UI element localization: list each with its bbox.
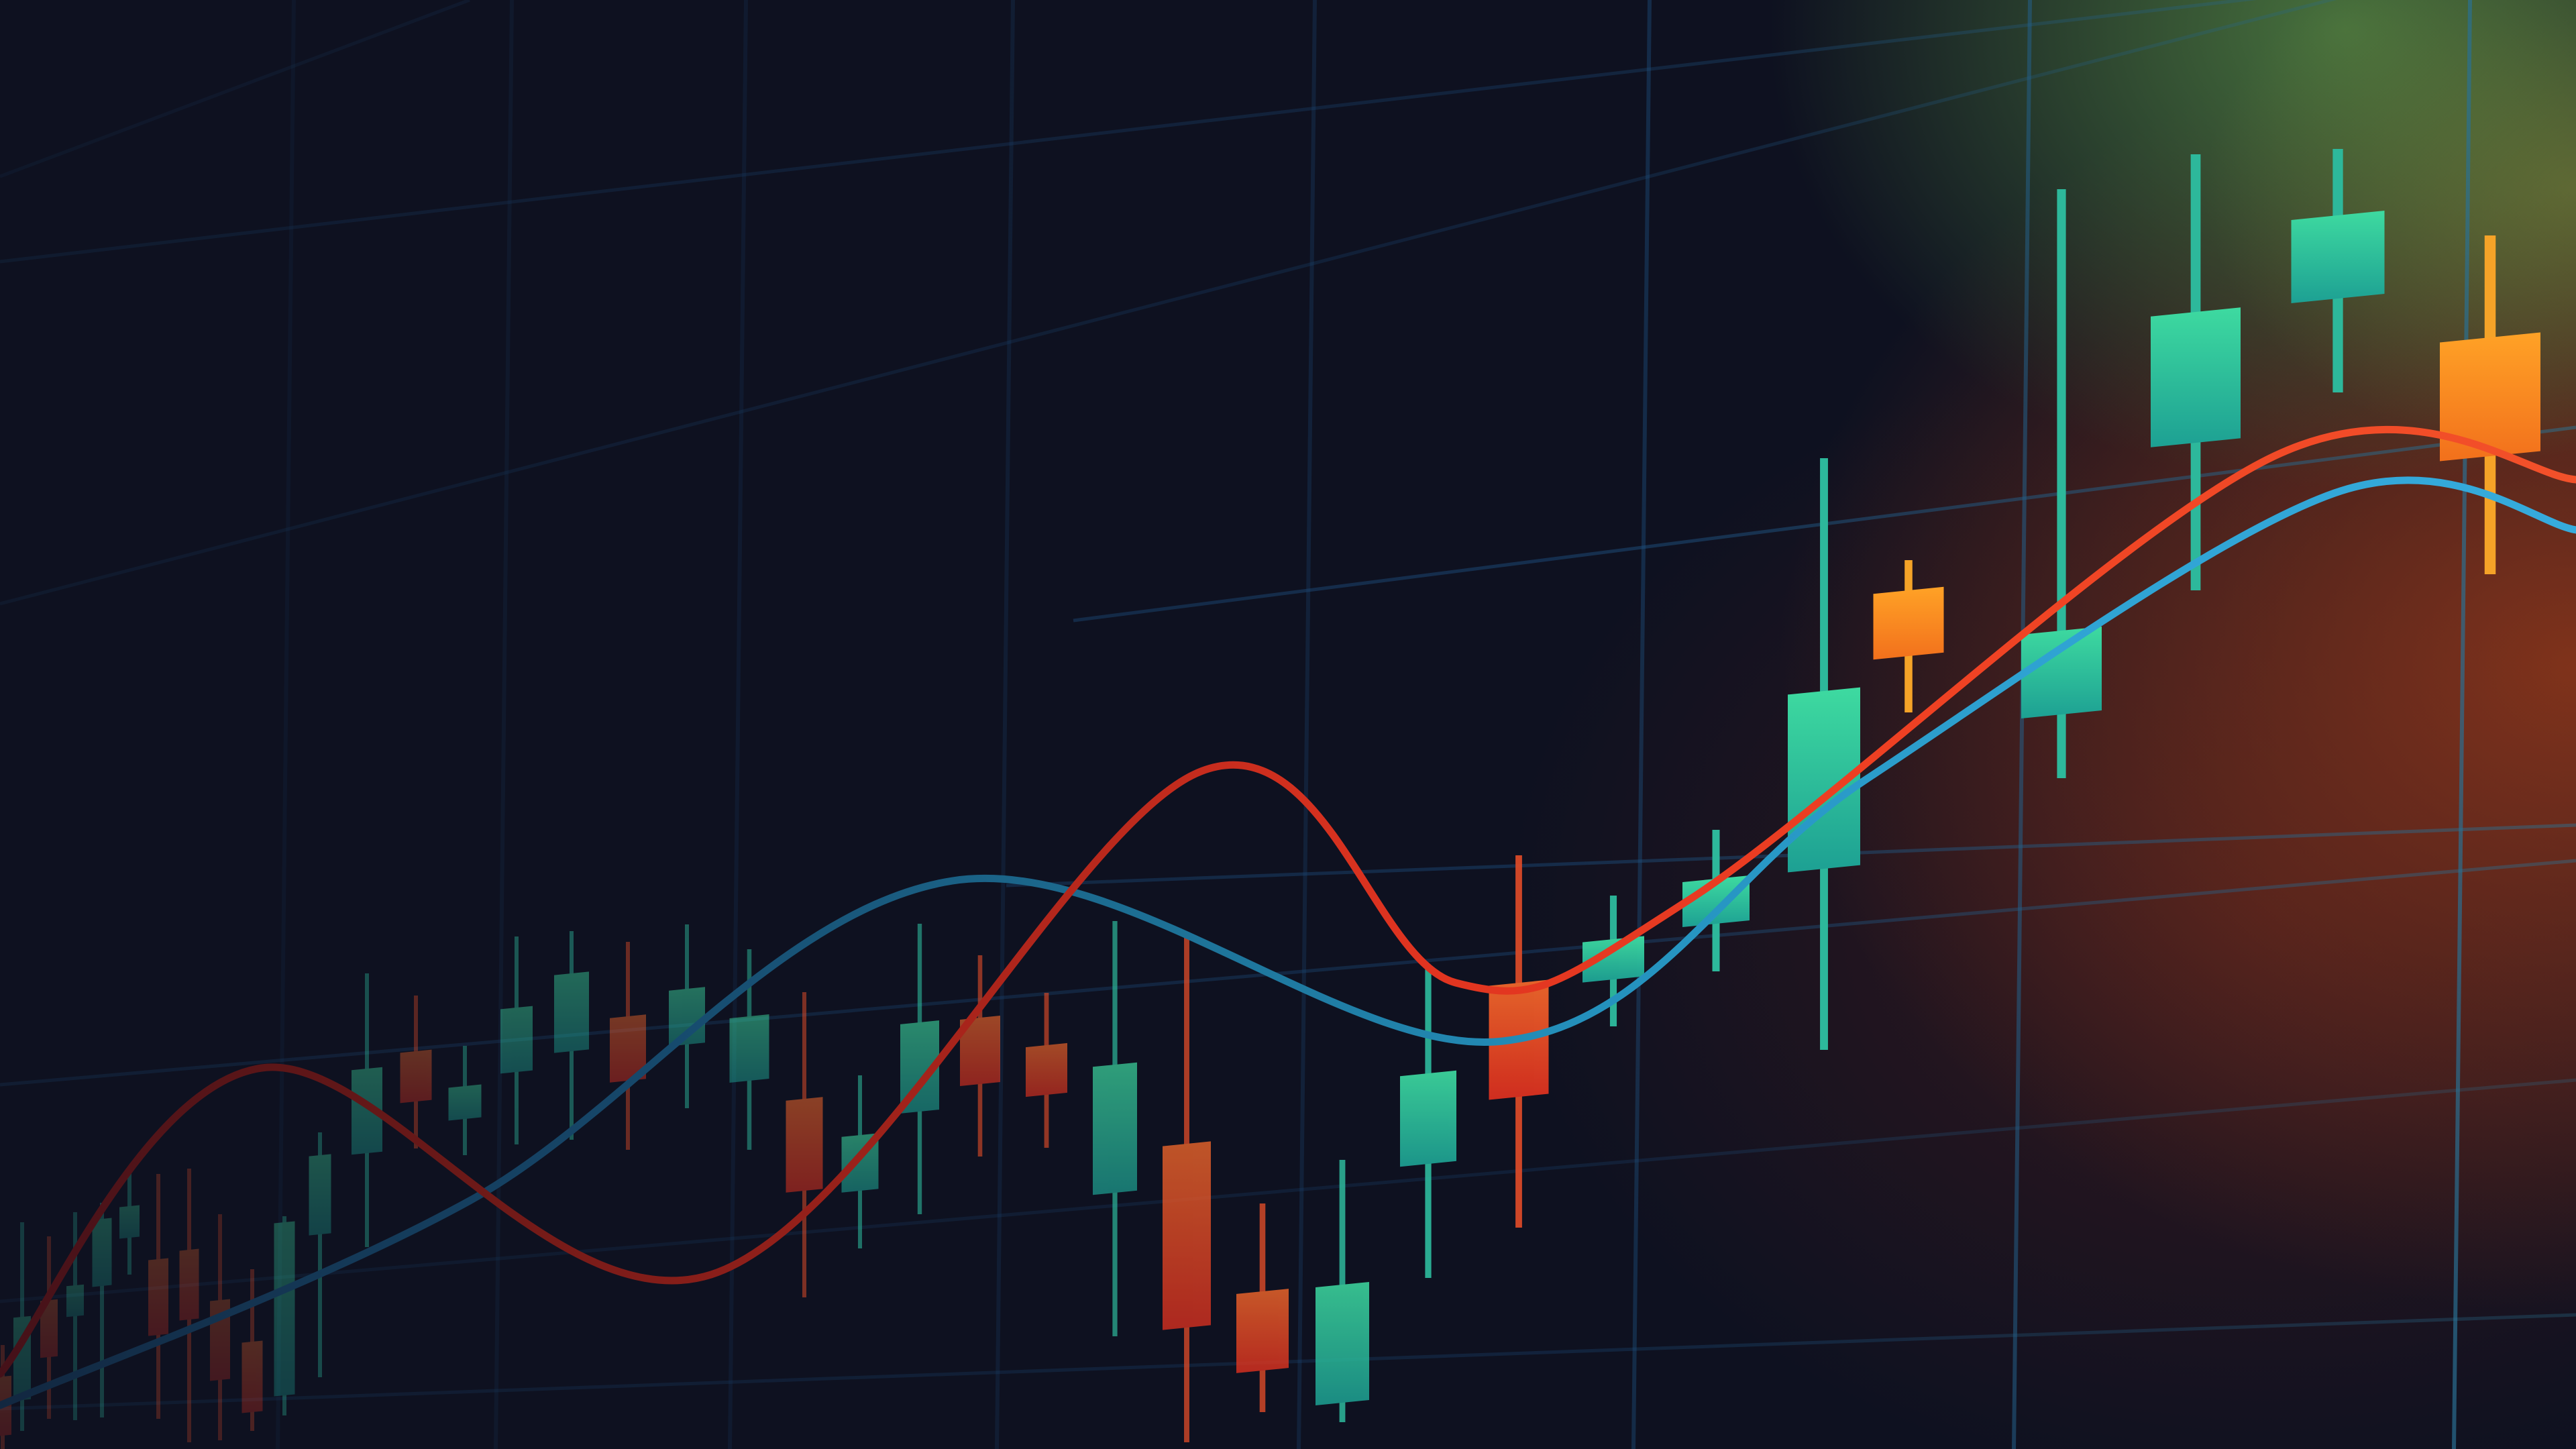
candle-body — [960, 1016, 1000, 1086]
candle-body — [1236, 1289, 1289, 1373]
candlestick — [500, 936, 533, 1144]
candlestick — [1236, 1203, 1289, 1412]
candlestick — [92, 1203, 112, 1417]
grid-horizontal-line — [0, 1078, 2576, 1303]
candle-body — [274, 1221, 295, 1397]
candlestick — [2151, 154, 2241, 590]
candle-body — [500, 1006, 533, 1074]
candle-body — [669, 987, 705, 1046]
grid-vertical-line — [2012, 0, 2032, 1449]
candle-wick — [318, 1132, 322, 1377]
candle-body — [1682, 875, 1750, 927]
grid-vertical-line — [995, 0, 1015, 1449]
candlestick — [352, 973, 382, 1247]
grid-vertical-line — [276, 0, 296, 1449]
candlestick — [786, 992, 823, 1297]
grid-vertical-line — [494, 0, 514, 1449]
candlestick — [309, 1132, 331, 1377]
candlestick — [1400, 966, 1456, 1278]
candlestick — [1582, 896, 1644, 1026]
candle-body — [179, 1248, 199, 1321]
candle-body — [352, 1067, 382, 1155]
candle-body — [610, 1014, 646, 1083]
candle-body — [1163, 1141, 1211, 1330]
candle-body — [554, 971, 589, 1053]
candlestick — [1163, 936, 1211, 1442]
candlestick — [400, 996, 432, 1148]
candlestick — [241, 1269, 263, 1431]
candle-body — [1093, 1062, 1137, 1195]
candle-body — [1026, 1042, 1067, 1097]
grid-vertical-line — [1297, 0, 1317, 1449]
candlestick — [119, 1167, 140, 1275]
candlestick — [610, 942, 646, 1150]
candlestick — [2291, 149, 2385, 392]
candlestick — [669, 924, 705, 1108]
candle-body — [1400, 1070, 1456, 1167]
candle-body — [241, 1340, 263, 1413]
candle-body — [2151, 307, 2241, 447]
candle-body — [2291, 211, 2385, 303]
candlestick — [2021, 189, 2102, 778]
candlestick — [40, 1236, 58, 1419]
grid-vertical-line — [728, 0, 748, 1449]
candle-wick — [100, 1203, 104, 1417]
candlestick — [1873, 560, 1944, 712]
candlestick — [210, 1214, 230, 1440]
candlestick — [66, 1212, 84, 1420]
candlestick — [1093, 921, 1137, 1336]
grid-horizontal-line — [0, 0, 470, 178]
candlestick — [841, 1075, 879, 1248]
grid-horizontal-line — [0, 0, 2337, 606]
candlestick — [554, 931, 589, 1140]
candle-body — [786, 1097, 823, 1193]
red-moving-average-line — [0, 425, 2576, 1378]
grid-horizontal-line — [0, 0, 2257, 264]
candlestick — [1682, 830, 1750, 971]
grid-horizontal-line — [0, 859, 2576, 1087]
candle-body — [1316, 1282, 1369, 1405]
candle-body — [66, 1284, 84, 1318]
candle-body — [900, 1020, 939, 1114]
candlesticks — [0, 149, 2540, 1449]
candle-body — [1582, 936, 1644, 983]
grid-vertical-line — [2452, 0, 2472, 1449]
candle-body — [400, 1049, 432, 1104]
candlestick — [1316, 1160, 1369, 1422]
candle-body — [92, 1218, 112, 1287]
candle-body — [729, 1014, 769, 1083]
candlestick — [900, 924, 939, 1214]
candlestick — [448, 1046, 482, 1155]
candle-body — [148, 1258, 168, 1336]
candle-body — [119, 1205, 140, 1239]
candlestick — [2440, 235, 2540, 574]
candlestick — [1788, 458, 1860, 1050]
moving-average-curves — [0, 425, 2576, 1409]
candle-body — [309, 1154, 331, 1236]
blue-moving-average-line — [0, 476, 2576, 1409]
candle-body — [448, 1084, 482, 1121]
candlestick — [274, 1216, 295, 1415]
candlestick — [1026, 993, 1067, 1148]
candlestick — [179, 1169, 199, 1442]
candlestick — [729, 949, 769, 1150]
candle-body — [1873, 586, 1944, 660]
candle-body — [2440, 332, 2540, 462]
candle-body — [40, 1299, 58, 1358]
grid-vertical-line — [1631, 0, 1652, 1449]
candlestick — [960, 955, 1000, 1157]
candlestick — [148, 1174, 168, 1419]
candle-body — [2021, 627, 2102, 718]
